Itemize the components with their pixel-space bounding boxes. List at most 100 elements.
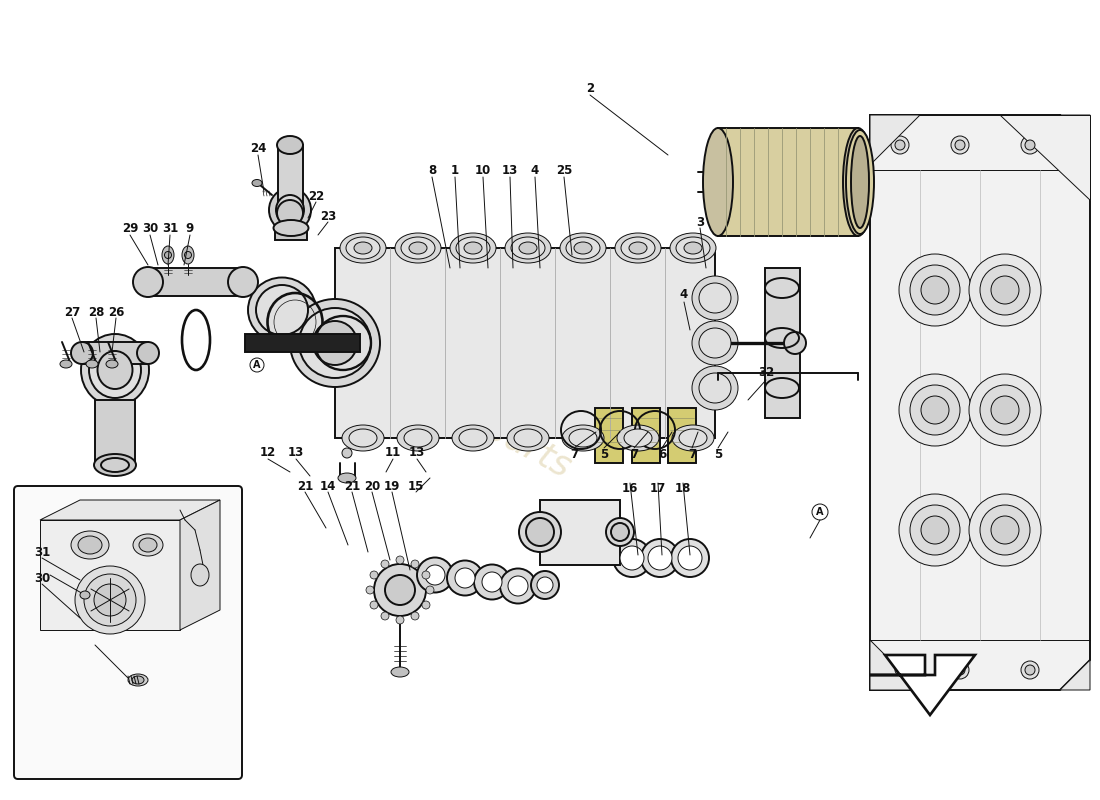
Ellipse shape (133, 534, 163, 556)
Ellipse shape (843, 128, 873, 236)
Text: 29: 29 (122, 222, 139, 234)
Ellipse shape (89, 342, 141, 398)
Ellipse shape (397, 425, 439, 451)
Ellipse shape (560, 233, 606, 263)
Ellipse shape (482, 572, 502, 592)
Ellipse shape (1021, 661, 1040, 679)
Ellipse shape (464, 242, 482, 254)
Bar (245, 334, 360, 352)
Ellipse shape (139, 538, 157, 552)
Ellipse shape (425, 565, 446, 585)
Ellipse shape (342, 448, 352, 458)
Text: 18: 18 (674, 482, 691, 494)
Bar (148, 268, 243, 296)
Ellipse shape (980, 505, 1030, 555)
Text: 5: 5 (714, 449, 722, 462)
Polygon shape (1060, 115, 1090, 148)
Ellipse shape (86, 360, 98, 368)
Ellipse shape (895, 140, 905, 150)
Ellipse shape (411, 612, 419, 620)
Ellipse shape (185, 251, 191, 258)
Ellipse shape (692, 366, 738, 410)
Text: 9: 9 (186, 222, 194, 234)
Text: A: A (816, 507, 824, 517)
Ellipse shape (84, 574, 136, 626)
Ellipse shape (507, 425, 549, 451)
Ellipse shape (426, 586, 434, 594)
Ellipse shape (101, 458, 129, 472)
Ellipse shape (692, 321, 738, 365)
Ellipse shape (672, 425, 714, 451)
Ellipse shape (72, 342, 94, 364)
Bar (82, 342, 148, 364)
Ellipse shape (133, 267, 163, 297)
Ellipse shape (969, 374, 1041, 446)
Ellipse shape (182, 246, 194, 264)
Ellipse shape (228, 267, 258, 297)
Polygon shape (40, 500, 220, 520)
Ellipse shape (459, 429, 487, 447)
Ellipse shape (955, 140, 965, 150)
Ellipse shape (409, 242, 427, 254)
Text: 2: 2 (586, 82, 594, 94)
Text: 5: 5 (600, 449, 608, 462)
Ellipse shape (980, 385, 1030, 435)
Ellipse shape (422, 601, 430, 609)
Ellipse shape (910, 385, 960, 435)
Text: 19: 19 (384, 479, 400, 493)
Ellipse shape (678, 546, 702, 570)
Text: 7: 7 (630, 449, 638, 462)
Ellipse shape (75, 566, 145, 634)
Ellipse shape (270, 188, 311, 232)
Ellipse shape (128, 674, 148, 686)
Ellipse shape (422, 571, 430, 579)
Ellipse shape (851, 136, 869, 228)
Text: 26: 26 (108, 306, 124, 318)
Ellipse shape (921, 276, 949, 304)
Ellipse shape (411, 560, 419, 568)
Ellipse shape (684, 242, 702, 254)
Polygon shape (870, 655, 975, 715)
Ellipse shape (648, 546, 672, 570)
Ellipse shape (921, 516, 949, 544)
Polygon shape (1000, 115, 1090, 200)
Ellipse shape (81, 334, 148, 406)
Ellipse shape (72, 531, 109, 559)
Text: 13: 13 (502, 163, 518, 177)
Ellipse shape (698, 283, 732, 313)
Ellipse shape (846, 130, 874, 234)
FancyBboxPatch shape (14, 486, 242, 779)
Text: 15: 15 (408, 479, 425, 493)
Ellipse shape (620, 546, 644, 570)
Ellipse shape (60, 360, 72, 368)
Ellipse shape (952, 661, 969, 679)
Ellipse shape (338, 473, 356, 483)
Ellipse shape (692, 276, 738, 320)
Ellipse shape (374, 564, 426, 616)
Text: 28: 28 (88, 306, 104, 318)
Ellipse shape (1025, 665, 1035, 675)
Text: 3: 3 (696, 215, 704, 229)
Ellipse shape (390, 667, 409, 677)
Ellipse shape (505, 233, 551, 263)
Ellipse shape (456, 237, 490, 259)
Text: 23: 23 (320, 210, 337, 222)
Text: 11: 11 (385, 446, 402, 458)
Ellipse shape (512, 237, 544, 259)
Ellipse shape (617, 425, 659, 451)
Text: 8: 8 (428, 163, 436, 177)
Text: 20: 20 (364, 479, 381, 493)
Ellipse shape (78, 536, 102, 554)
Ellipse shape (784, 332, 806, 354)
Text: 16: 16 (621, 482, 638, 494)
Ellipse shape (969, 254, 1041, 326)
Bar (764, 268, 800, 418)
Text: 1: 1 (451, 163, 459, 177)
Ellipse shape (314, 321, 358, 365)
Ellipse shape (354, 242, 372, 254)
Ellipse shape (641, 539, 679, 577)
Ellipse shape (402, 237, 434, 259)
Ellipse shape (346, 237, 380, 259)
Ellipse shape (519, 242, 537, 254)
Ellipse shape (404, 429, 432, 447)
